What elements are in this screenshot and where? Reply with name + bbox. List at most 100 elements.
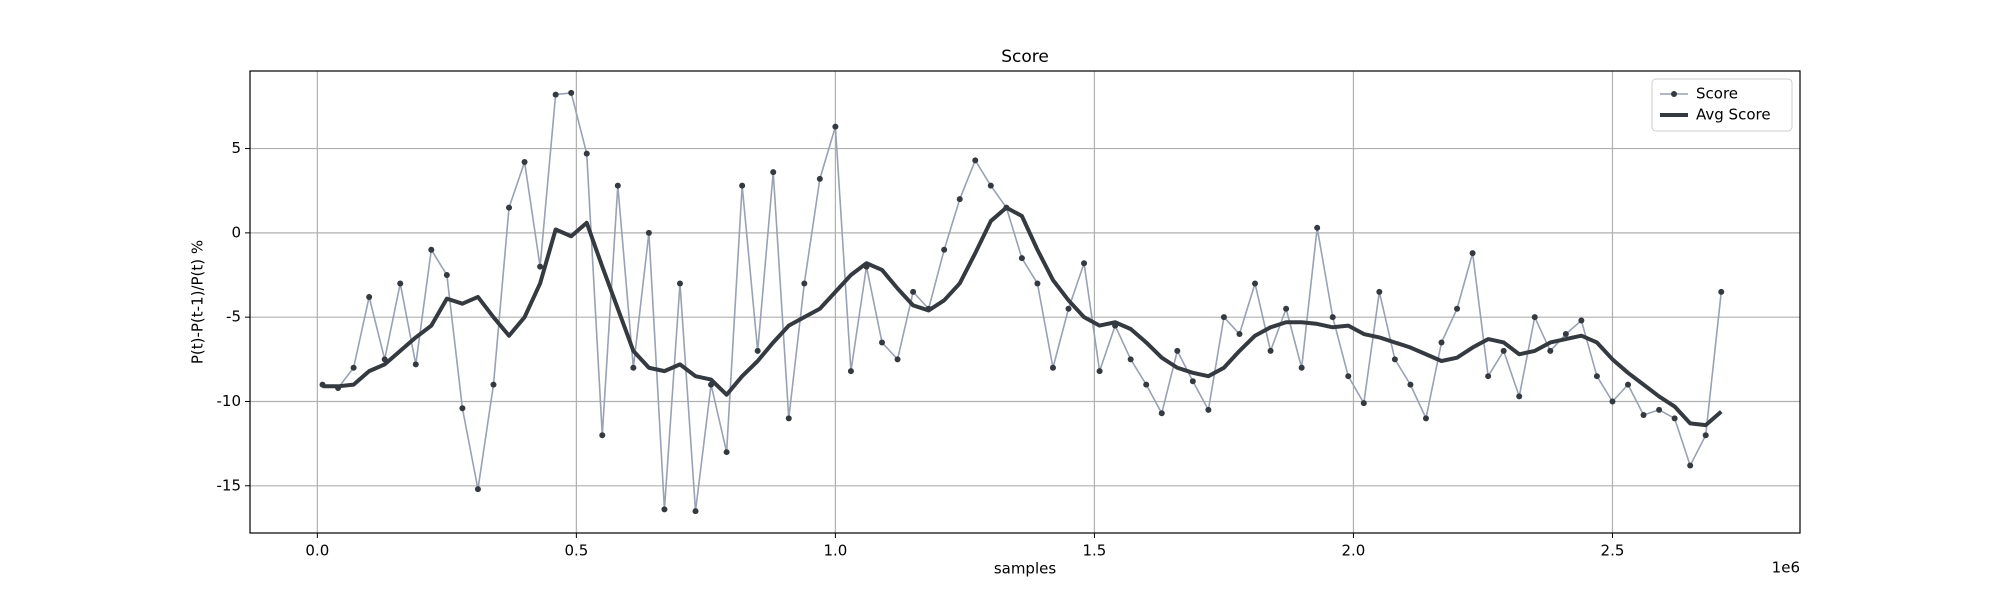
point	[599, 432, 606, 439]
x-tick-label: 2.0	[1342, 542, 1366, 560]
point	[568, 89, 575, 96]
point	[1267, 347, 1274, 354]
point	[676, 280, 683, 287]
point	[661, 506, 668, 513]
point	[894, 356, 901, 363]
point	[1500, 347, 1507, 354]
legend-box	[1651, 78, 1793, 132]
point	[1049, 364, 1056, 371]
point	[972, 157, 979, 164]
point	[506, 204, 513, 211]
point	[1531, 314, 1538, 321]
point	[1562, 331, 1569, 338]
point	[552, 91, 559, 98]
point	[1236, 331, 1243, 338]
point	[1096, 368, 1103, 375]
point	[1081, 260, 1088, 267]
point	[1609, 398, 1616, 405]
point	[1516, 393, 1523, 400]
point	[443, 272, 450, 279]
point	[987, 182, 994, 189]
plot-frame	[249, 70, 1801, 534]
point	[941, 246, 948, 253]
point	[521, 159, 528, 166]
point	[366, 293, 373, 300]
point	[723, 449, 730, 456]
point	[1158, 410, 1165, 417]
point	[428, 246, 435, 253]
x-offset-label: 1e6	[1772, 559, 1800, 577]
point	[1205, 406, 1212, 413]
point	[474, 486, 481, 493]
x-tick-label: 0.0	[305, 542, 329, 560]
point	[1174, 347, 1181, 354]
point	[801, 280, 808, 287]
point	[739, 182, 746, 189]
point	[1189, 378, 1196, 385]
chart-title: Score	[1001, 47, 1049, 67]
point	[490, 381, 497, 388]
y-tick-label: 5	[231, 139, 241, 157]
point	[1656, 406, 1663, 413]
point	[879, 339, 886, 346]
point	[1438, 339, 1445, 346]
y-tick-label: 0	[231, 223, 241, 241]
x-tick-label: 1.5	[1082, 542, 1106, 560]
point	[770, 169, 777, 176]
point	[1298, 364, 1305, 371]
point	[1578, 317, 1585, 324]
point	[847, 368, 854, 375]
point	[1687, 462, 1694, 469]
x-tick-label: 0.5	[564, 542, 588, 560]
point	[1702, 432, 1709, 439]
point	[1065, 305, 1072, 312]
point	[1547, 347, 1554, 354]
x-tick-label: 1.0	[823, 542, 847, 560]
point	[1127, 356, 1134, 363]
point	[1625, 381, 1632, 388]
point	[1671, 415, 1678, 422]
point	[785, 415, 792, 422]
point	[1220, 314, 1227, 321]
point	[1034, 280, 1041, 287]
y-tick-label: -5	[226, 308, 241, 326]
point	[1143, 381, 1150, 388]
y-axis-label: P(t)-P(t-1)/P(t) %	[189, 240, 207, 364]
series-line	[322, 205, 1723, 428]
point	[645, 229, 652, 236]
point	[614, 182, 621, 189]
point	[1407, 381, 1414, 388]
point	[1252, 280, 1259, 287]
point	[956, 196, 963, 203]
point	[754, 347, 761, 354]
y-tick-label: -15	[217, 476, 242, 494]
point	[1469, 250, 1476, 257]
point	[630, 364, 637, 371]
point	[692, 508, 699, 515]
point	[1283, 305, 1290, 312]
point	[1314, 224, 1321, 231]
legend-label: Score	[1696, 85, 1738, 103]
point	[1422, 415, 1429, 422]
point	[412, 361, 419, 368]
point	[1391, 356, 1398, 363]
point	[1454, 305, 1461, 312]
point	[1718, 288, 1725, 295]
y-tick-label: -10	[217, 392, 242, 410]
point	[816, 175, 823, 182]
point	[1345, 373, 1352, 380]
legend: Score Avg Score	[1651, 78, 1793, 132]
point	[459, 405, 466, 412]
point	[1593, 373, 1600, 380]
point	[397, 280, 404, 287]
legend-label: Avg Score	[1696, 106, 1771, 124]
x-tick-label: 2.5	[1601, 542, 1625, 560]
point	[1360, 400, 1367, 407]
legend-marker	[1671, 91, 1677, 97]
point	[537, 263, 544, 270]
point	[350, 364, 357, 371]
point	[1018, 255, 1025, 262]
point	[1485, 373, 1492, 380]
